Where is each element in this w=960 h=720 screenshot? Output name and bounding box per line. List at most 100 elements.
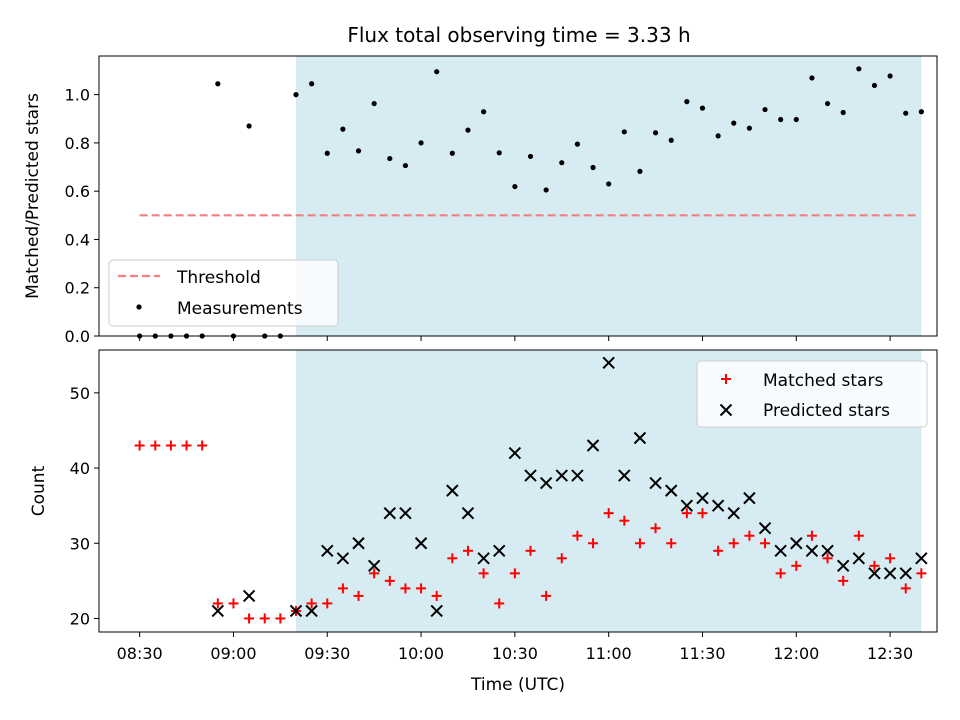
measurement-point [324,150,330,156]
predicted-point [461,506,475,520]
predicted-point [211,604,225,618]
predicted-point [805,544,819,557]
matched-point [681,508,692,519]
measurement-point [340,126,346,132]
predicted-point [618,469,631,482]
bottom-plot-area [134,356,928,624]
predicted-point [633,431,647,445]
measurement-point [246,123,252,129]
measurement-point [590,164,596,171]
matched-point [197,440,208,451]
predicted-point [446,484,459,497]
matched-point [619,515,630,526]
legend-measurements-label: Measurements [177,299,303,319]
legend-measurements-swatch [136,304,142,310]
predicted-point [774,544,787,557]
matched-point [744,530,755,541]
predicted-point [899,567,912,580]
matched-point [869,560,880,571]
matched-point [150,440,161,451]
matched-point [916,568,927,579]
matched-point [634,538,645,549]
top-ytick-label: 0.0 [65,327,90,346]
top-panel-ratio: 0.0 0.2 0.4 0.6 0.8 1.0 Matched/Predicted sta… [23,55,938,346]
xtick-label: 11:00 [586,644,632,663]
predicted-point [367,559,381,573]
predicted-point [352,537,365,550]
matched-point [666,538,677,549]
matched-point [806,530,817,541]
predicted-point [524,469,537,482]
predicted-point [665,484,678,497]
matched-point [650,523,661,534]
predicted-point [743,491,756,505]
matched-point [462,545,473,556]
measurement-point [918,109,924,115]
matched-point [244,613,255,624]
xtick-label: 08:30 [117,644,163,663]
measurement-point [387,155,393,162]
predicted-point [836,559,850,573]
xtick-label: 09:00 [210,644,256,663]
top-ytick-label: 0.6 [65,182,90,201]
predicted-point [399,506,412,520]
measurement-point [668,137,674,143]
measurement-point [481,109,487,115]
legend-predicted-swatch [719,403,733,417]
measurement-point [903,110,909,116]
predicted-point [727,506,740,520]
matched-point [556,553,567,564]
matched-point [697,508,708,519]
top-axes-frame [98,55,938,337]
matched-point [494,598,505,609]
measurement-point [621,129,627,135]
xtick-label: 09:30 [304,644,350,663]
predicted-point [758,522,772,535]
chart-title: Flux total observing time = 3.33 h [347,23,690,47]
predicted-point [508,446,522,460]
measurement-point [684,99,690,105]
predicted-point [680,499,694,512]
matched-point [212,598,223,609]
measurement-point [824,100,831,107]
predicted-point [305,604,318,618]
matched-point [337,583,348,594]
measurement-point [746,125,752,131]
observing-window-shade [295,56,922,336]
bottom-x-ticks: 08:30 09:00 09:30 10:00 10:30 11:00 11:30 12:00… [117,632,913,663]
matched-point [384,575,395,586]
bottom-ytick-label: 50 [70,384,90,403]
predicted-point [493,544,506,557]
top-y-axis-label: Matched/Predicted stars [23,93,43,299]
predicted-point [414,537,428,550]
top-ytick-label: 0.2 [65,279,90,298]
top-ytick-label: 1.0 [65,86,90,105]
xtick-label: 10:30 [492,644,538,663]
predicted-point [852,552,866,565]
xtick-label: 12:30 [867,644,913,663]
matched-point [322,598,333,609]
predicted-point [915,552,928,565]
top-ytick-label: 0.8 [65,134,90,153]
matched-point [181,440,192,451]
measurement-point [418,140,424,146]
matched-point [822,553,833,564]
matched-point [275,613,286,624]
measurement-point [637,168,643,174]
measurement-point [856,66,862,72]
predicted-point [883,567,897,580]
bottom-y-axis-label: Count [29,465,49,516]
measurement-point [778,116,784,123]
measurement-point [309,81,315,87]
measurement-point [793,116,799,123]
matched-point [400,583,411,594]
matched-point [306,598,317,609]
measurement-point [652,130,659,136]
predicted-point [696,491,709,505]
matched-point [760,538,771,549]
legend-matched-label: Matched stars [763,371,883,391]
bottom-y-ticks: 20 30 40 50 [70,384,99,628]
measurement-point [449,150,455,156]
top-ytick-label: 0.4 [65,230,90,249]
